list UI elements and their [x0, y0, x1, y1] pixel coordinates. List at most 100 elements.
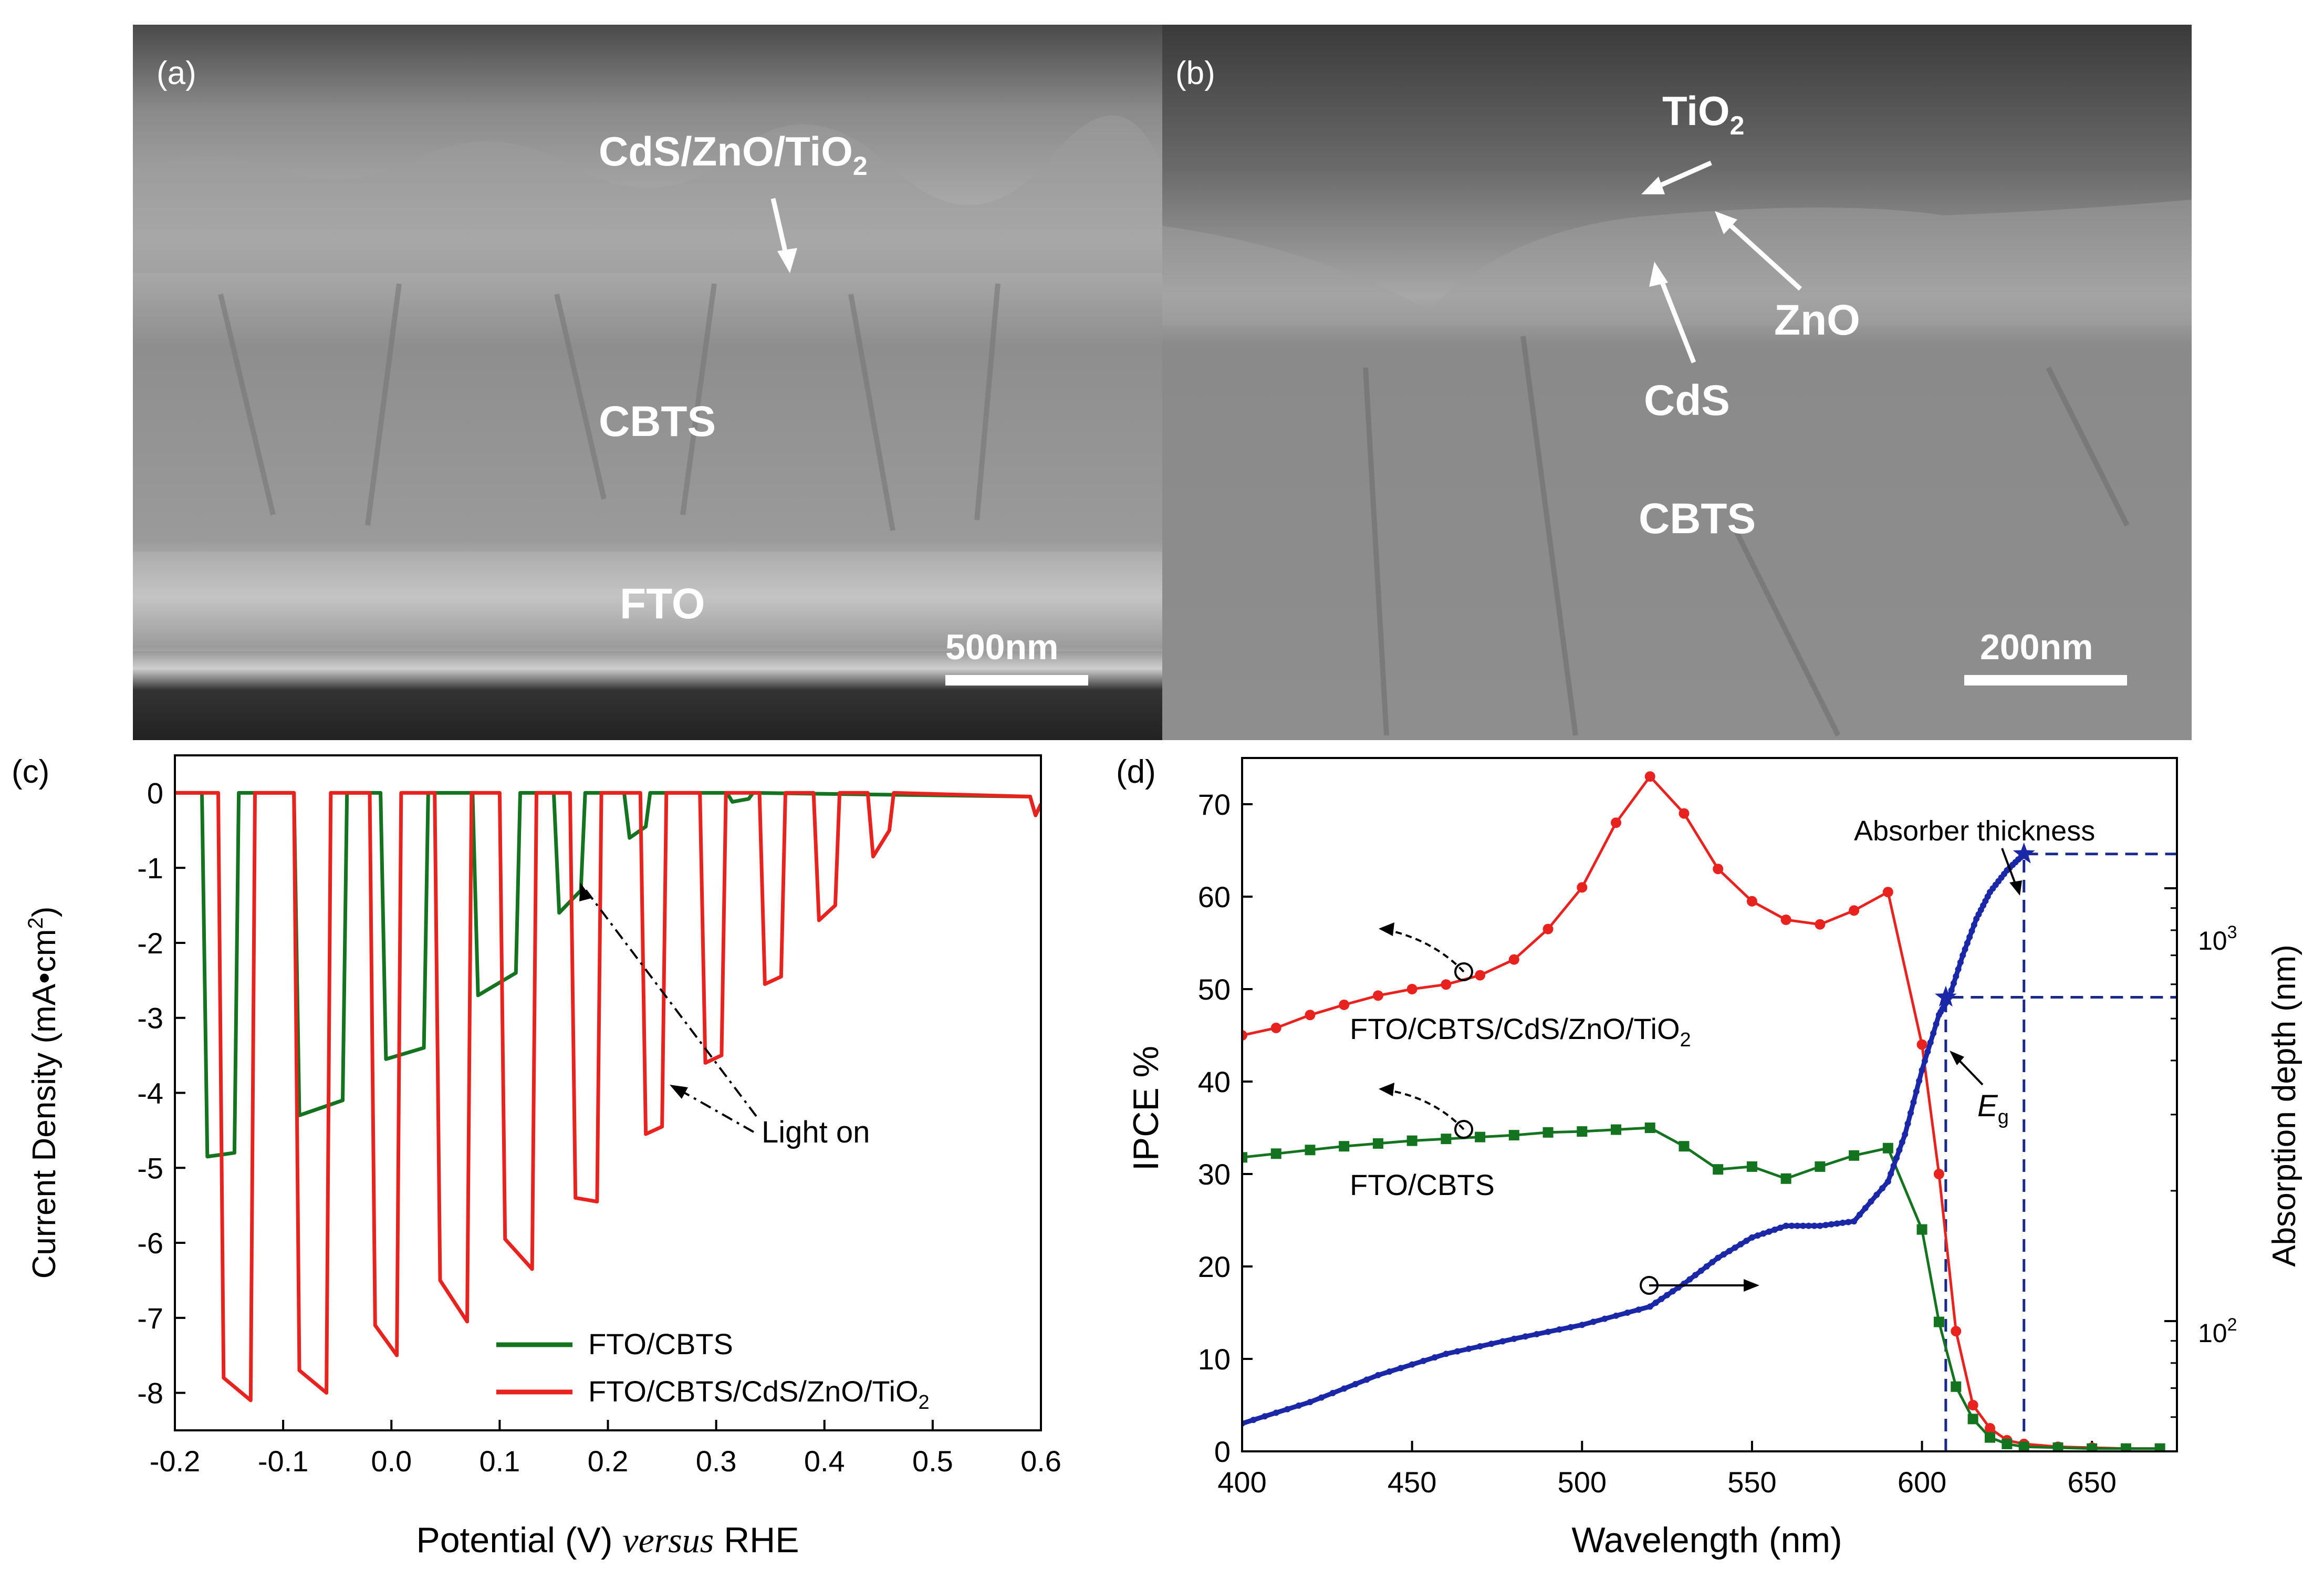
- d-point-blue: [1966, 933, 1973, 940]
- arrow-zno: [1723, 219, 1802, 291]
- d-point-blue: [1646, 1303, 1653, 1310]
- d-point-blue: [1822, 1222, 1829, 1229]
- thickness-star-marker: [2013, 842, 2035, 864]
- d-point-green: [1372, 1138, 1383, 1149]
- d-point-blue: [1556, 1326, 1563, 1333]
- label-red-series: FTO/CBTS/CdS/ZnO/TiO2: [1350, 1012, 1691, 1051]
- arrow-a-head: [777, 248, 797, 273]
- d-point-red: [1577, 882, 1588, 893]
- d-point-red: [1985, 1423, 1995, 1433]
- d-point-green: [2154, 1443, 2165, 1451]
- d-point-blue: [1488, 1341, 1495, 1347]
- c-series-fto-cbts-cds-zno-tio2: [175, 791, 1041, 1403]
- d-point-blue: [1754, 1232, 1761, 1239]
- d-point-blue: [1927, 1039, 1934, 1046]
- thickness-guide-line: [2023, 853, 2177, 1451]
- label-cbts-a: CBTS: [599, 398, 716, 445]
- d-ytick-label: 0: [1214, 1435, 1231, 1468]
- d-point-red: [1780, 915, 1791, 925]
- d-xtick-label: 650: [2067, 1466, 2116, 1499]
- d-point-green: [1849, 1150, 1860, 1161]
- panel-d: (d) 400 450 500 550 600 650 0 10 20 30 40 50 60 70 IP…: [1116, 754, 2302, 1560]
- d-point-blue: [1851, 1218, 1858, 1225]
- d-point-green: [1746, 1161, 1757, 1172]
- d-point-blue: [1522, 1333, 1529, 1340]
- d-point-blue: [1284, 1406, 1291, 1412]
- d-point-blue: [1907, 1109, 1914, 1116]
- scale-bar-label-b: 200nm: [1980, 627, 2093, 667]
- d-point-blue: [1924, 1048, 1931, 1055]
- d-point-red: [1270, 1022, 1281, 1033]
- d-right-tick-1000: 103: [2198, 922, 2237, 955]
- d-point-red: [1746, 896, 1757, 907]
- d-point-green: [2120, 1443, 2131, 1451]
- pointer-arrowhead-red: [1379, 922, 1394, 936]
- d-point-blue: [1499, 1338, 1506, 1345]
- c-ytick-label: 0: [147, 776, 163, 809]
- d-point-red: [1882, 887, 1893, 898]
- absorber-thickness-arrowhead: [2009, 880, 2022, 896]
- d-point-blue: [1567, 1324, 1574, 1331]
- d-point-green: [1339, 1141, 1350, 1152]
- d-ylabel-left: IPCE %: [1126, 1046, 1166, 1171]
- d-point-blue: [1545, 1328, 1551, 1335]
- d-point-green: [1475, 1131, 1486, 1142]
- d-point-blue: [1374, 1372, 1381, 1378]
- d-point-blue: [1760, 1230, 1767, 1237]
- d-point-blue: [1307, 1399, 1314, 1406]
- d-xtick-label: 450: [1388, 1466, 1436, 1499]
- d-point-blue: [1431, 1354, 1438, 1361]
- d-point-blue: [1398, 1365, 1404, 1372]
- arrow-cds: [1656, 272, 1696, 363]
- c-xlabel: Potential (V) versus RHE: [416, 1520, 799, 1560]
- d-point-blue: [1794, 1222, 1801, 1229]
- d-point-blue: [1454, 1348, 1461, 1355]
- d-point-blue: [1652, 1300, 1659, 1306]
- d-point-red: [1475, 970, 1486, 981]
- absorber-thickness-arrow: [2001, 848, 2018, 888]
- sem-surface-b: [1162, 200, 2192, 326]
- d-point-red: [1406, 984, 1418, 994]
- d-xtick-label: 500: [1558, 1466, 1607, 1499]
- eg-guide-line: [1944, 996, 2177, 1451]
- d-series-absorption-depth: [1242, 852, 2026, 1426]
- d-tick-group: 400 450 500 550 600 650 0 10 20 30 40 50 60 70: [1198, 757, 2177, 1499]
- d-point-blue: [1664, 1292, 1671, 1298]
- c-ytick-label: -6: [137, 1227, 163, 1260]
- c-ytick-label: -4: [137, 1077, 163, 1110]
- d-ytick-label: 20: [1198, 1250, 1231, 1283]
- eg-star-marker: [1934, 985, 1957, 1007]
- d-point-blue: [1686, 1276, 1693, 1283]
- legend-c-green-label: FTO/CBTS: [588, 1327, 733, 1360]
- d-point-blue: [1273, 1409, 1279, 1416]
- d-point-blue: [1930, 1030, 1937, 1037]
- panel-c: (c) -0.2 -0.1 0.0 0.1 0.2 0.3 0.4 0.5 0.6 0 -1 -2 -3…: [12, 754, 1061, 1560]
- d-point-blue: [1766, 1228, 1773, 1235]
- pointer-arrowhead-blue: [1744, 1279, 1759, 1292]
- panel-a: (a) CdS/ZnO/TiO2 CBTS FTO 500nm: [133, 25, 1162, 740]
- d-point-blue: [1811, 1222, 1818, 1229]
- d-ytick-label: 10: [1198, 1343, 1231, 1376]
- d-point-blue: [1888, 1170, 1894, 1177]
- d-point-red: [1242, 1030, 1247, 1041]
- d-right-tick-100: 102: [2198, 1315, 2237, 1348]
- pointer-arrowhead-green: [1379, 1083, 1394, 1096]
- eg-arrowhead: [1950, 1051, 1964, 1065]
- panel-b: (b) TiO2 ZnO CdS CBTS 200nm: [1162, 25, 2192, 740]
- d-point-blue: [1919, 1067, 1925, 1074]
- pointer-circle-green: [1454, 1120, 1473, 1139]
- c-xtick-label: 0.4: [804, 1445, 845, 1478]
- label-cbts-b: CBTS: [1639, 495, 1756, 543]
- d-point-blue: [1856, 1211, 1863, 1218]
- d-point-blue: [1893, 1155, 1900, 1161]
- d-point-blue: [1579, 1322, 1586, 1328]
- d-point-blue: [1933, 1021, 1940, 1027]
- label-green-series: FTO/CBTS: [1350, 1168, 1495, 1201]
- d-point-blue: [1902, 1131, 1909, 1138]
- panel-a-tag: (a): [157, 55, 196, 91]
- c-xtick-label: 0.1: [479, 1445, 520, 1478]
- d-point-green: [1951, 1381, 1962, 1392]
- d-point-green: [1679, 1141, 1690, 1152]
- c-ytick-label: -1: [137, 851, 163, 885]
- d-point-green: [1270, 1148, 1281, 1159]
